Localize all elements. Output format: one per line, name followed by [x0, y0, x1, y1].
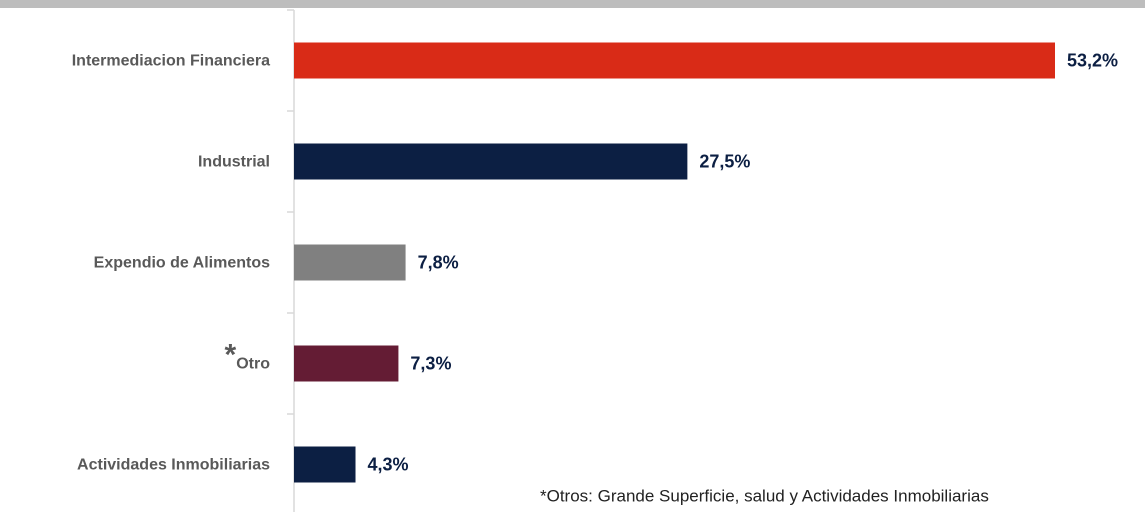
bar	[294, 244, 406, 281]
bar	[294, 42, 1055, 79]
value-label: 27,5%	[699, 151, 750, 171]
category-label: Actividades Inmobiliarias	[77, 457, 270, 474]
value-label: 7,3%	[410, 353, 451, 373]
category-label: Expendio de Alimentos	[94, 255, 270, 272]
value-label: 4,3%	[368, 454, 409, 474]
bar	[294, 446, 356, 483]
category-label: Industrial	[198, 154, 270, 171]
bar	[294, 345, 399, 382]
bar	[294, 143, 688, 180]
category-label: Intermediacion Financiera	[72, 53, 270, 70]
top-band	[0, 0, 1145, 8]
value-label: 7,8%	[418, 252, 459, 272]
category-label: *Otro	[225, 338, 271, 372]
category-ticks	[287, 9, 294, 415]
value-label: 53,2%	[1067, 50, 1118, 70]
footnote: *Otros: Grande Superficie, salud y Activ…	[540, 486, 989, 505]
